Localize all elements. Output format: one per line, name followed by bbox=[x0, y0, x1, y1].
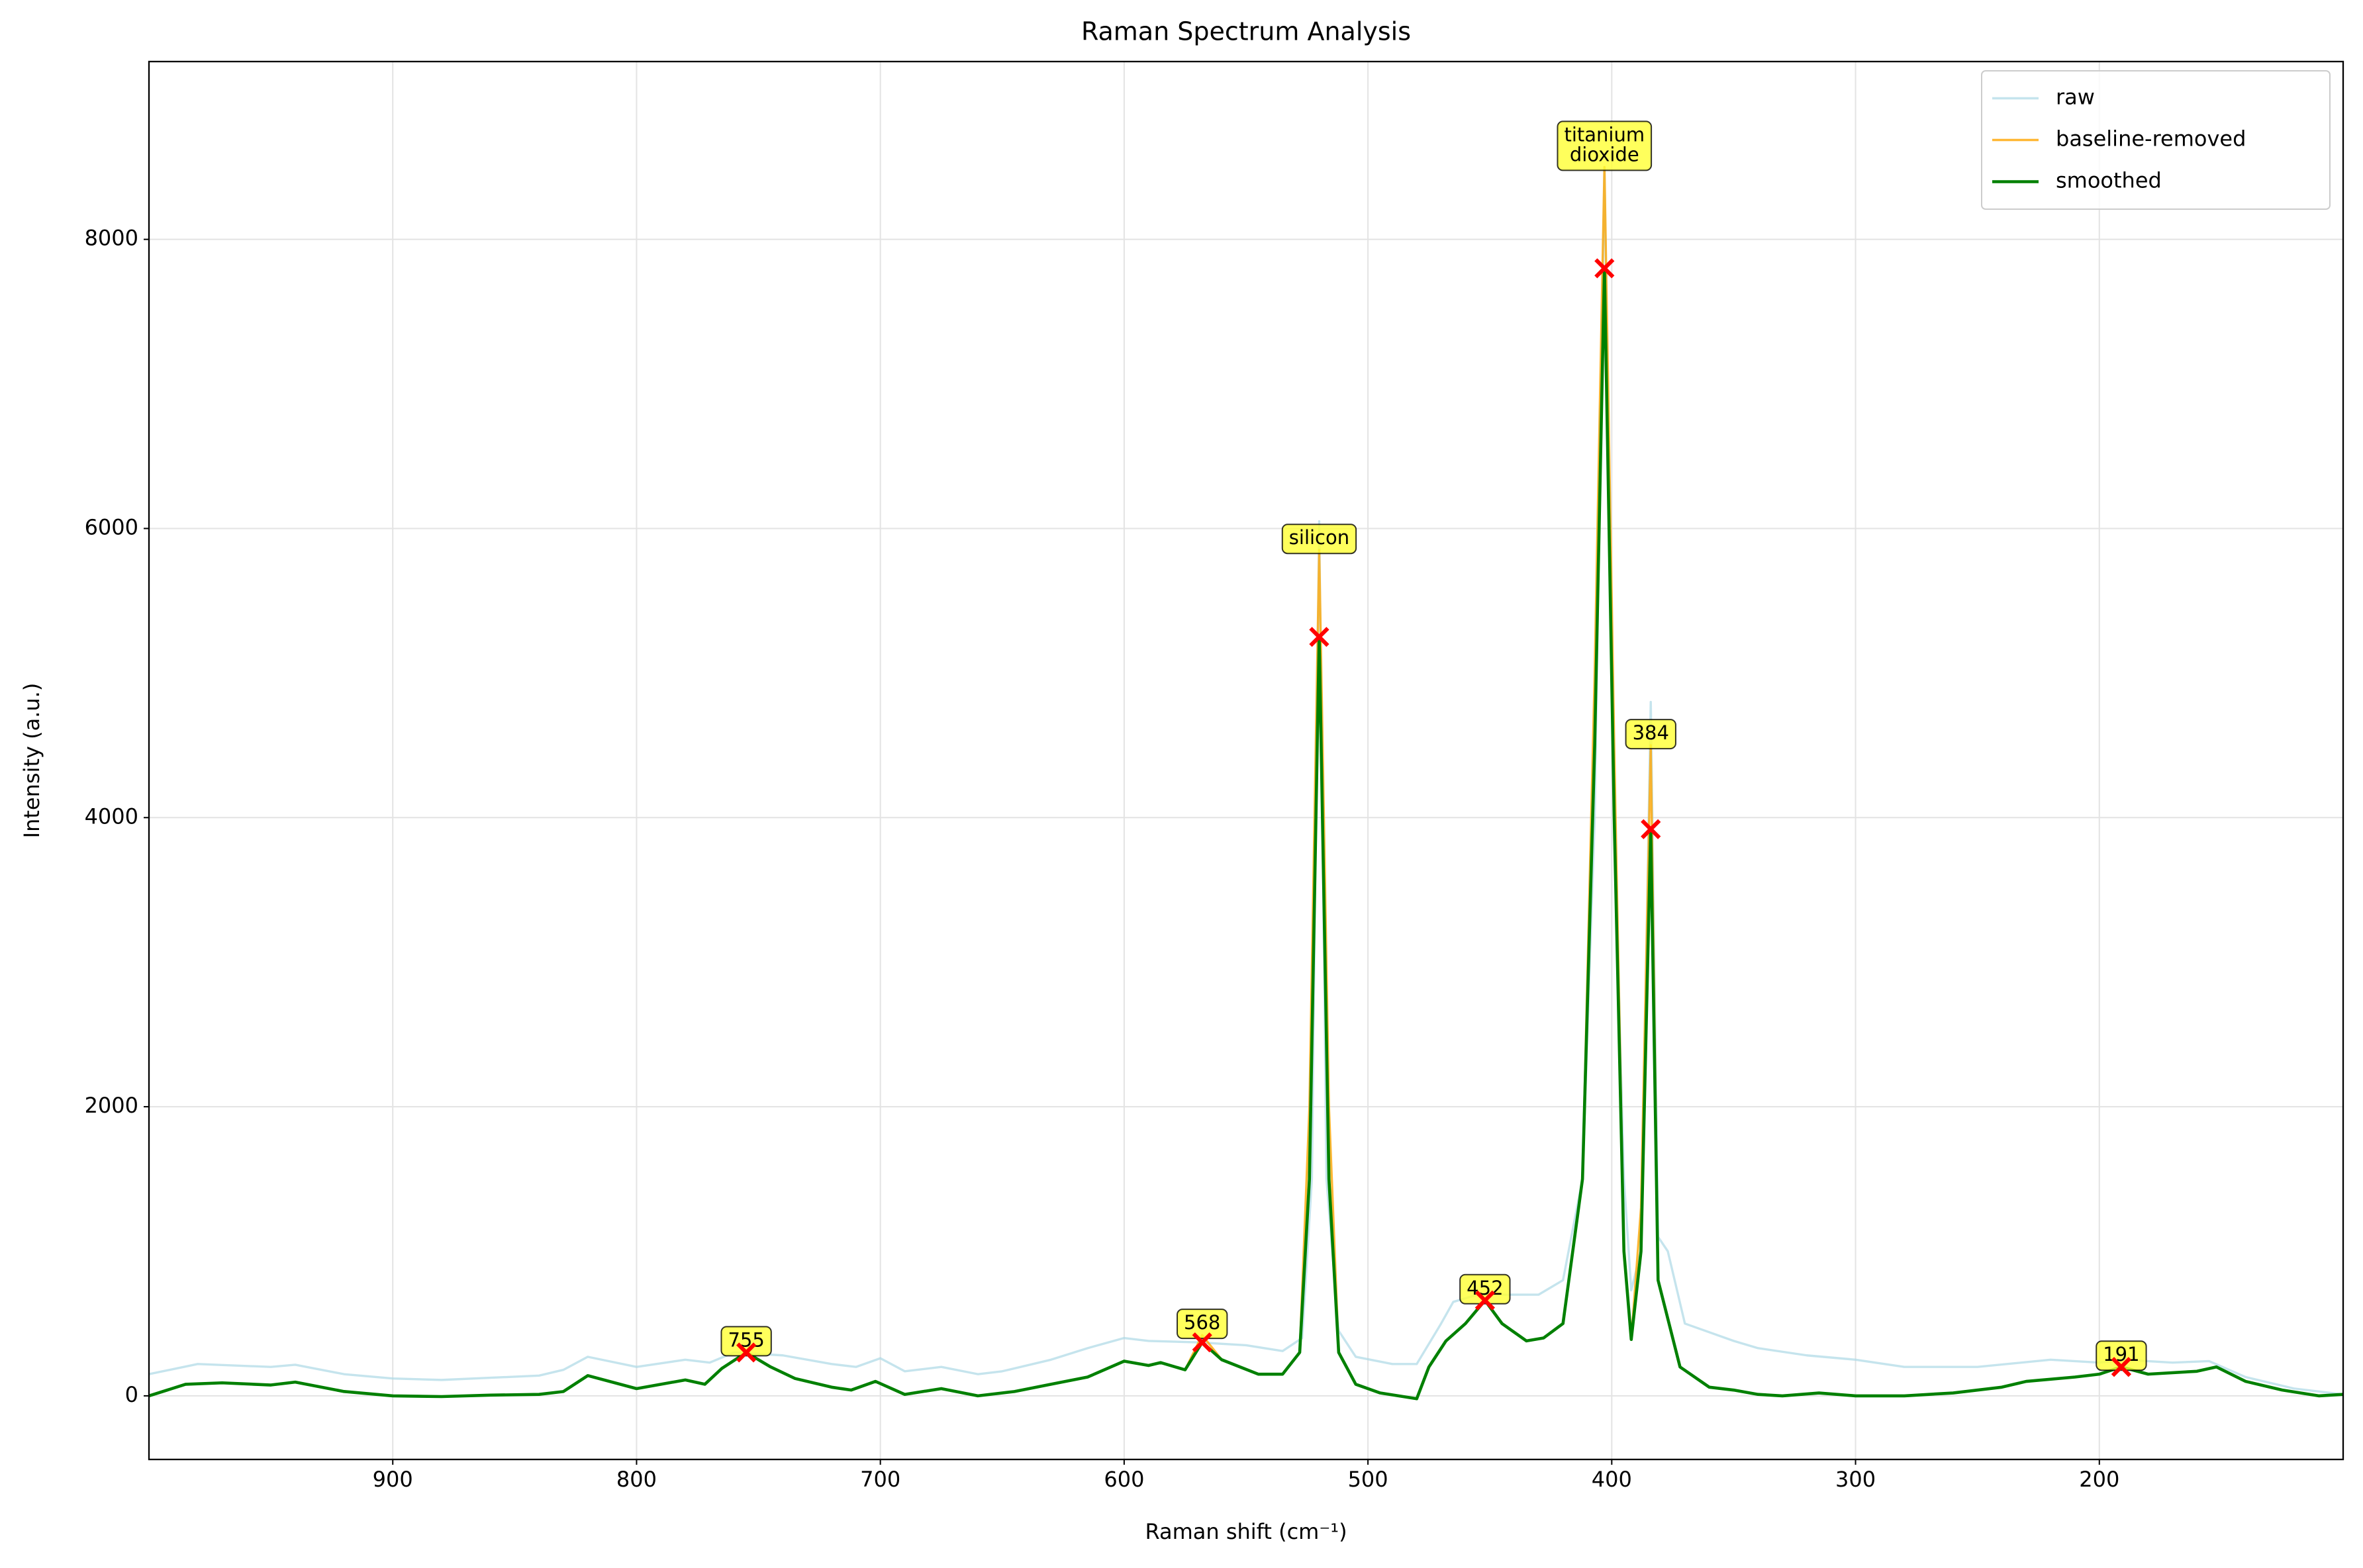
annotation-box bbox=[1459, 1273, 1511, 1305]
series-line bbox=[149, 267, 2343, 1401]
peak-marker bbox=[1594, 258, 1615, 279]
annotation-label: 568 bbox=[1184, 1311, 1220, 1334]
peak-marker bbox=[736, 1342, 757, 1363]
annotation-box bbox=[1281, 524, 1357, 555]
y-tick-label: 2000 bbox=[85, 1093, 138, 1118]
annotation-label: titanium bbox=[1564, 123, 1645, 146]
x-tick-label: 800 bbox=[616, 1467, 657, 1492]
annotation-label: 384 bbox=[1633, 721, 1669, 744]
y-tick-label: 0 bbox=[125, 1382, 138, 1407]
annotation-label: 755 bbox=[728, 1328, 764, 1351]
legend: raw baseline-removed smoothed bbox=[1981, 70, 2331, 210]
y-tick-label: 8000 bbox=[85, 226, 138, 251]
x-tick-label: 700 bbox=[860, 1467, 900, 1492]
annotation-label: 452 bbox=[1467, 1277, 1503, 1299]
annotation-box bbox=[720, 1326, 772, 1357]
y-tick-label: 6000 bbox=[85, 514, 138, 539]
y-tick-label: 4000 bbox=[85, 804, 138, 829]
x-tick-label: 500 bbox=[1348, 1467, 1388, 1492]
plot-area bbox=[149, 165, 2343, 1401]
peak-marker bbox=[1641, 819, 1661, 839]
legend-box bbox=[1981, 70, 2331, 210]
x-tick-label: 200 bbox=[2079, 1467, 2119, 1492]
annotation-box bbox=[1557, 120, 1653, 171]
annotation-box bbox=[1177, 1309, 1228, 1340]
annotation-box bbox=[1625, 719, 1676, 750]
peak-marker bbox=[1309, 627, 1329, 647]
annotation-label: 191 bbox=[2103, 1343, 2139, 1365]
peak-marker bbox=[1192, 1332, 1212, 1353]
legend-label: raw bbox=[2056, 85, 2095, 110]
annotation-box bbox=[2096, 1340, 2147, 1371]
x-axis-label: Raman shift (cm⁻¹) bbox=[1145, 1519, 1347, 1544]
legend-label: smoothed bbox=[2056, 168, 2162, 193]
annotation-label: dioxide bbox=[1570, 143, 1639, 165]
peak-marker bbox=[1474, 1290, 1495, 1311]
y-axis-label: Intensity (a.u.) bbox=[19, 683, 44, 839]
legend-label: baseline-removed bbox=[2056, 126, 2246, 152]
x-tick-label: 600 bbox=[1104, 1467, 1144, 1492]
x-tick-label: 900 bbox=[373, 1467, 413, 1492]
x-tick-label: 400 bbox=[1592, 1467, 1632, 1492]
peak-marker bbox=[2111, 1357, 2132, 1377]
axes: 900 800 700 600 500 400 300 2000200040006000800… bbox=[85, 226, 2120, 1492]
x-tick-label: 300 bbox=[1835, 1467, 1876, 1492]
chart-title: Raman Spectrum Analysis bbox=[1081, 17, 1411, 46]
plot-frame bbox=[148, 60, 2344, 1461]
annotation-label: silicon bbox=[1289, 526, 1349, 549]
